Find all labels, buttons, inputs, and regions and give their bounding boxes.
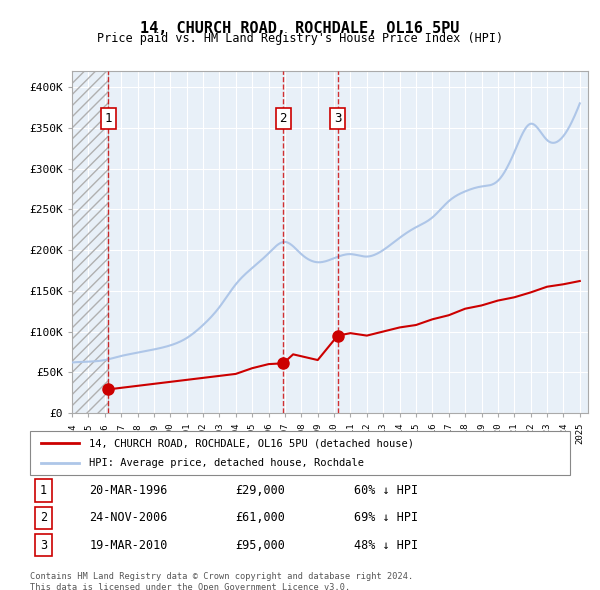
Text: 1: 1 (40, 484, 47, 497)
Text: 14, CHURCH ROAD, ROCHDALE, OL16 5PU: 14, CHURCH ROAD, ROCHDALE, OL16 5PU (140, 21, 460, 35)
Text: 1: 1 (104, 112, 112, 125)
Text: Contains HM Land Registry data © Crown copyright and database right 2024.
This d: Contains HM Land Registry data © Crown c… (30, 572, 413, 590)
Text: Price paid vs. HM Land Registry's House Price Index (HPI): Price paid vs. HM Land Registry's House … (97, 32, 503, 45)
Text: 14, CHURCH ROAD, ROCHDALE, OL16 5PU (detached house): 14, CHURCH ROAD, ROCHDALE, OL16 5PU (det… (89, 438, 415, 448)
Text: 60% ↓ HPI: 60% ↓ HPI (354, 484, 418, 497)
Text: £95,000: £95,000 (235, 539, 285, 552)
Text: 24-NOV-2006: 24-NOV-2006 (89, 511, 168, 525)
Text: 3: 3 (40, 539, 47, 552)
Text: HPI: Average price, detached house, Rochdale: HPI: Average price, detached house, Roch… (89, 458, 364, 467)
Text: 69% ↓ HPI: 69% ↓ HPI (354, 511, 418, 525)
Text: £29,000: £29,000 (235, 484, 285, 497)
Text: 3: 3 (334, 112, 341, 125)
Text: 19-MAR-2010: 19-MAR-2010 (89, 539, 168, 552)
Text: 2: 2 (40, 511, 47, 525)
Text: 2: 2 (280, 112, 287, 125)
FancyBboxPatch shape (30, 431, 570, 475)
Text: 20-MAR-1996: 20-MAR-1996 (89, 484, 168, 497)
Text: 48% ↓ HPI: 48% ↓ HPI (354, 539, 418, 552)
Bar (72, 71, 109, 413)
Bar (72, 71, 109, 413)
Text: £61,000: £61,000 (235, 511, 285, 525)
